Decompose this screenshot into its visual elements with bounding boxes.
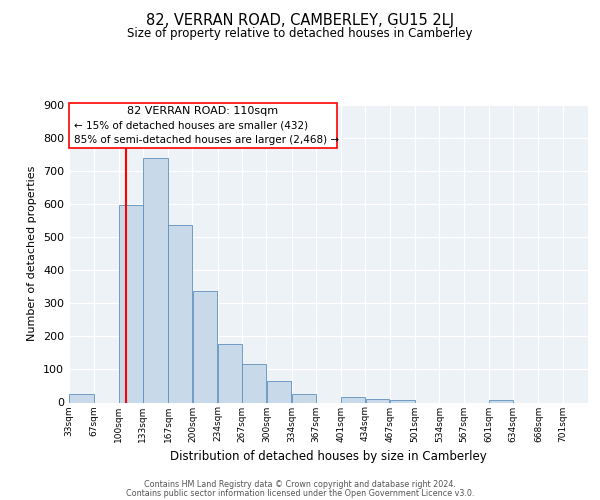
Bar: [267, 381, 291, 402]
Bar: [366, 399, 389, 402]
Text: Contains public sector information licensed under the Open Government Licence v3: Contains public sector information licen…: [126, 489, 474, 498]
Bar: [119, 205, 143, 402]
Text: Contains HM Land Registry data © Crown copyright and database right 2024.: Contains HM Land Registry data © Crown c…: [144, 480, 456, 489]
Text: 82, VERRAN ROAD, CAMBERLEY, GU15 2LJ: 82, VERRAN ROAD, CAMBERLEY, GU15 2LJ: [146, 12, 454, 28]
Y-axis label: Number of detached properties: Number of detached properties: [28, 166, 37, 342]
Bar: [143, 158, 167, 402]
Bar: [341, 396, 365, 402]
Text: Size of property relative to detached houses in Camberley: Size of property relative to detached ho…: [127, 28, 473, 40]
Bar: [390, 400, 415, 402]
Bar: [193, 291, 217, 403]
Text: ← 15% of detached houses are smaller (432): ← 15% of detached houses are smaller (43…: [74, 120, 308, 130]
Bar: [70, 394, 94, 402]
Bar: [242, 364, 266, 403]
Bar: [292, 394, 316, 402]
Bar: [169, 225, 192, 402]
Bar: [218, 344, 242, 402]
Text: 85% of semi-detached houses are larger (2,468) →: 85% of semi-detached houses are larger (…: [74, 135, 339, 145]
Bar: [489, 400, 513, 402]
Text: 82 VERRAN ROAD: 110sqm: 82 VERRAN ROAD: 110sqm: [127, 106, 278, 117]
X-axis label: Distribution of detached houses by size in Camberley: Distribution of detached houses by size …: [170, 450, 487, 463]
